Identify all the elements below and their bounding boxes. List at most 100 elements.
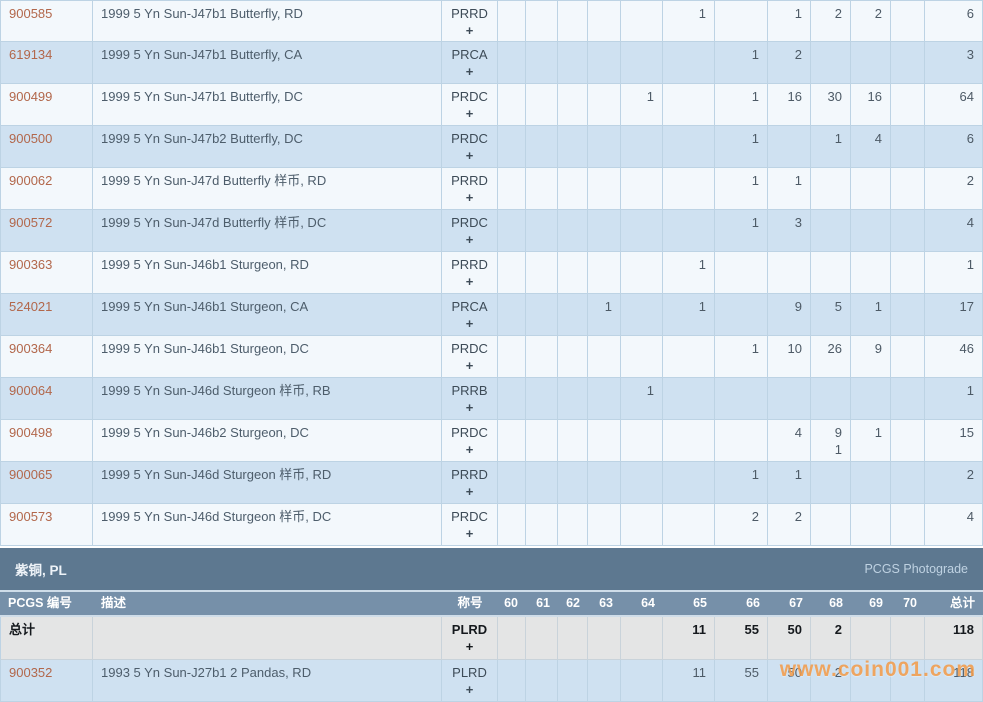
grade-cell-68 bbox=[811, 42, 851, 84]
grade-cell-62 bbox=[558, 168, 588, 210]
grade-cell-66: 1 bbox=[715, 84, 768, 126]
grade-cell-61 bbox=[526, 126, 558, 168]
grade-cell-65 bbox=[663, 420, 715, 462]
col-header-70: 70 bbox=[891, 590, 925, 617]
grade-cell-65 bbox=[663, 84, 715, 126]
grade-cell-66: 1 bbox=[715, 336, 768, 378]
grade-cell-67: 4 bbox=[768, 420, 811, 462]
designation-cell: PRRD + bbox=[442, 168, 498, 210]
designation-cell: PLRD + bbox=[442, 660, 498, 702]
grade-cell-60 bbox=[498, 504, 526, 546]
grade-cell-68: 30 bbox=[811, 84, 851, 126]
pcgs-number-cell: 524021 bbox=[0, 294, 93, 336]
grade-cell-70 bbox=[891, 84, 925, 126]
grade-cell-62 bbox=[558, 660, 588, 702]
grade-cell-62 bbox=[558, 294, 588, 336]
grade-cell-64 bbox=[621, 504, 663, 546]
grade-cell-61 bbox=[526, 420, 558, 462]
column-header-row: PCGS 编号 描述 称号 60 61 62 63 64 65 66 67 68 69 70 总计 bbox=[0, 590, 983, 617]
grade-cell-61 bbox=[526, 42, 558, 84]
grade-cell-65 bbox=[663, 336, 715, 378]
pcgs-number-link[interactable]: 900363 bbox=[9, 257, 53, 272]
designation-cell: PRCA + bbox=[442, 42, 498, 84]
grade-cell-63 bbox=[588, 168, 621, 210]
pcgs-number-link[interactable]: 900364 bbox=[9, 341, 53, 356]
grade-cell-64 bbox=[621, 462, 663, 504]
description-cell: 1999 5 Yn Sun-J46b1 Sturgeon, DC bbox=[93, 336, 442, 378]
grade-cell-60 bbox=[498, 462, 526, 504]
total-cell: 118 bbox=[925, 660, 983, 702]
grade-cell-69 bbox=[851, 210, 891, 252]
description-cell: 1999 5 Yn Sun-J46d Sturgeon 样币, DC bbox=[93, 504, 442, 546]
grade-cell-60 bbox=[498, 126, 526, 168]
grade-cell-68: 2 bbox=[811, 660, 851, 702]
pcgs-number-link[interactable]: 619134 bbox=[9, 47, 53, 62]
col-header-65: 65 bbox=[663, 590, 715, 617]
grade-cell-69: 1 bbox=[851, 294, 891, 336]
grade-cell-66: 55 bbox=[715, 660, 768, 702]
pcgs-number-link[interactable]: 900500 bbox=[9, 131, 53, 146]
description-cell: 1999 5 Yn Sun-J47b2 Butterfly, DC bbox=[93, 126, 442, 168]
pcgs-number-link[interactable]: 900065 bbox=[9, 467, 53, 482]
grade-cell-67 bbox=[768, 252, 811, 294]
pcgs-number-link[interactable]: 900585 bbox=[9, 6, 53, 21]
grade-cell-63 bbox=[588, 84, 621, 126]
grade-cell-66: 2 bbox=[715, 504, 768, 546]
designation-cell: PRDC + bbox=[442, 336, 498, 378]
col-header-69: 69 bbox=[851, 590, 891, 617]
grade-cell-62 bbox=[558, 42, 588, 84]
pcgs-number-cell: 619134 bbox=[0, 42, 93, 84]
total-cell: 4 bbox=[925, 210, 983, 252]
total-row: 总计 PLRD + 11 55 50 2 118 bbox=[0, 617, 983, 660]
grade-cell-70 bbox=[891, 462, 925, 504]
grade-cell-60 bbox=[498, 252, 526, 294]
grade-cell-69 bbox=[851, 168, 891, 210]
pcgs-number-link[interactable]: 900572 bbox=[9, 215, 53, 230]
grade-cell-63 bbox=[588, 126, 621, 168]
table-row: 900064 1999 5 Yn Sun-J46d Sturgeon 样币, RB… bbox=[0, 378, 983, 420]
grade-cell-66 bbox=[715, 420, 768, 462]
pcgs-number-link[interactable]: 524021 bbox=[9, 299, 53, 314]
table-row: 900572 1999 5 Yn Sun-J47d Butterfly 样币, D… bbox=[0, 210, 983, 252]
pcgs-number-cell: 900064 bbox=[0, 378, 93, 420]
grade-cell-65: 11 bbox=[663, 617, 715, 660]
grade-cell-69 bbox=[851, 660, 891, 702]
total-cell: 4 bbox=[925, 504, 983, 546]
designation-cell: PRRD + bbox=[442, 0, 498, 42]
table-row: 900352 1993 5 Yn Sun-J27b1 2 Pandas, RD PL… bbox=[0, 660, 983, 702]
grade-cell-64 bbox=[621, 660, 663, 702]
grade-cell-61 bbox=[526, 0, 558, 42]
total-cell: 2 bbox=[925, 462, 983, 504]
grade-cell-68: 2 bbox=[811, 0, 851, 42]
grade-cell-69 bbox=[851, 617, 891, 660]
pcgs-number-link[interactable]: 900573 bbox=[9, 509, 53, 524]
grade-cell-60 bbox=[498, 378, 526, 420]
grade-cell-66 bbox=[715, 0, 768, 42]
grade-cell-67 bbox=[768, 378, 811, 420]
grade-cell-70 bbox=[891, 617, 925, 660]
grade-cell-68 bbox=[811, 378, 851, 420]
pcgs-number-link[interactable]: 900499 bbox=[9, 89, 53, 104]
grade-cell-61 bbox=[526, 462, 558, 504]
grade-cell-60 bbox=[498, 210, 526, 252]
description-cell: 1999 5 Yn Sun-J47d Butterfly 样币, RD bbox=[93, 168, 442, 210]
col-header-64: 64 bbox=[621, 590, 663, 617]
pcgs-number-link[interactable]: 900062 bbox=[9, 173, 53, 188]
pcgs-number-link[interactable]: 900352 bbox=[9, 665, 53, 680]
grade-cell-70 bbox=[891, 378, 925, 420]
grade-cell-65: 1 bbox=[663, 0, 715, 42]
grade-cell-65 bbox=[663, 168, 715, 210]
pcgs-number-link[interactable]: 900064 bbox=[9, 383, 53, 398]
total-cell: 118 bbox=[925, 617, 983, 660]
grade-cell-67: 50 bbox=[768, 660, 811, 702]
pcgs-number-cell: 900352 bbox=[0, 660, 93, 702]
table-row: 900499 1999 5 Yn Sun-J47b1 Butterfly, DC P… bbox=[0, 84, 983, 126]
grade-cell-64 bbox=[621, 420, 663, 462]
grade-cell-65: 11 bbox=[663, 660, 715, 702]
grade-cell-67: 1 bbox=[768, 0, 811, 42]
pcgs-number-link[interactable]: 900498 bbox=[9, 425, 53, 440]
description-cell: 1999 5 Yn Sun-J46d Sturgeon 样币, RD bbox=[93, 462, 442, 504]
grade-cell-65: 1 bbox=[663, 252, 715, 294]
designation-cell: PRDC + bbox=[442, 84, 498, 126]
